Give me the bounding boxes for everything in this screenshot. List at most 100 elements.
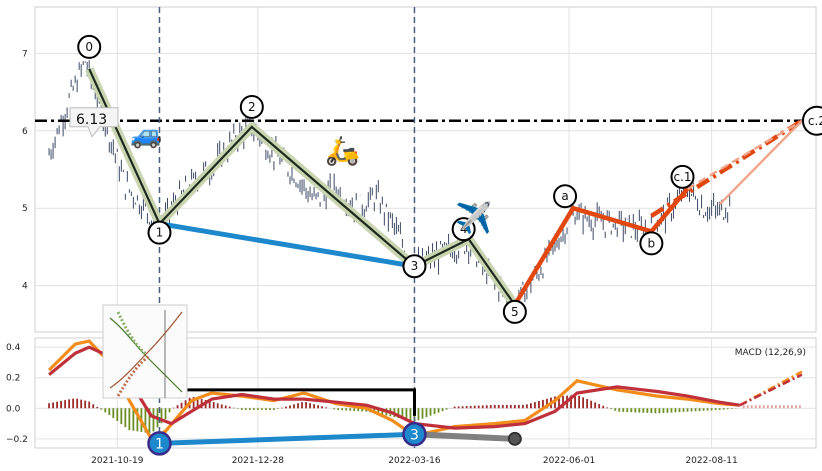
histogram-bar bbox=[437, 408, 440, 413]
histogram-bar bbox=[196, 398, 199, 409]
histogram-bar bbox=[638, 408, 641, 413]
histogram-bar bbox=[497, 404, 500, 409]
histogram-bar bbox=[116, 408, 119, 422]
impulse-wave bbox=[88, 68, 516, 306]
histogram-bar bbox=[76, 398, 79, 409]
wave-label-marker: 5 bbox=[502, 299, 527, 324]
histogram-bar bbox=[562, 395, 564, 409]
wave-label-text: c.2 bbox=[808, 114, 822, 128]
histogram-bar bbox=[706, 408, 709, 411]
histogram-bar bbox=[192, 397, 195, 409]
histogram-bar bbox=[722, 408, 725, 410]
histogram-bar bbox=[509, 404, 512, 409]
histogram-bar bbox=[64, 400, 67, 409]
macd-ytick-label: −0.2 bbox=[6, 435, 28, 445]
macd-ytick-label: 0.0 bbox=[6, 404, 21, 414]
histogram-bar-projected bbox=[770, 405, 773, 409]
wave-label-circle bbox=[801, 105, 822, 136]
histogram-bar bbox=[670, 408, 673, 413]
histogram-bar bbox=[678, 408, 681, 413]
wave-label-text: c.1 bbox=[673, 170, 691, 184]
histogram-bar bbox=[714, 408, 717, 411]
histogram-bar bbox=[538, 400, 540, 409]
histogram-bar bbox=[710, 408, 713, 411]
histogram-bar bbox=[176, 405, 179, 409]
histogram-bar bbox=[256, 408, 259, 410]
histogram-bar bbox=[321, 406, 324, 409]
macd-gray-point bbox=[507, 431, 522, 446]
histogram-bar bbox=[52, 402, 54, 409]
histogram-bar-projected bbox=[742, 405, 745, 409]
histogram-bar bbox=[401, 408, 404, 419]
histogram-bar bbox=[377, 408, 380, 414]
histogram-bar bbox=[421, 408, 424, 419]
macd-point-circle bbox=[402, 422, 427, 447]
wave-label-text: 1 bbox=[156, 226, 164, 240]
macd-gray-segment bbox=[414, 431, 515, 442]
histogram-bar bbox=[546, 398, 548, 409]
histogram-bar bbox=[598, 404, 601, 409]
histogram-bar bbox=[473, 405, 476, 409]
histogram-bar bbox=[634, 408, 637, 413]
macd-connector bbox=[159, 388, 416, 416]
histogram-bar-projected bbox=[799, 405, 801, 409]
histogram-bar bbox=[686, 408, 689, 412]
wave-label-text: 0 bbox=[85, 40, 93, 54]
macd-point-marker: 3 bbox=[402, 422, 427, 447]
histogram-bar bbox=[469, 405, 472, 409]
histogram-bar bbox=[501, 404, 504, 409]
histogram-bar bbox=[441, 408, 444, 412]
histogram-bar bbox=[313, 404, 315, 409]
histogram-bar bbox=[212, 402, 215, 409]
histogram-bar-projected bbox=[746, 405, 749, 409]
wave-label-text: a bbox=[561, 189, 568, 203]
histogram-bar bbox=[341, 408, 344, 411]
histogram-bar bbox=[281, 407, 283, 409]
histogram-bar bbox=[277, 408, 279, 409]
histogram-bar bbox=[586, 399, 589, 409]
wave-label-marker: b bbox=[639, 231, 664, 256]
wave-label-marker: 1 bbox=[147, 220, 172, 245]
xtick-label: 2022-08-11 bbox=[685, 456, 737, 466]
histogram-bar bbox=[293, 404, 295, 409]
histogram-bar bbox=[461, 406, 464, 409]
histogram-bar-projected bbox=[795, 405, 797, 409]
histogram-bar-projected bbox=[774, 405, 777, 409]
histogram-bar bbox=[702, 408, 705, 411]
histogram-bar bbox=[48, 403, 50, 409]
histogram-bar bbox=[361, 408, 364, 412]
histogram-bar bbox=[92, 404, 95, 409]
histogram-bar bbox=[337, 408, 340, 411]
histogram-bar bbox=[244, 408, 247, 410]
histogram-bar bbox=[525, 404, 528, 409]
scooter-icon: 🛵 bbox=[325, 134, 360, 167]
macd-point-marker: 1 bbox=[147, 431, 172, 456]
price-ytick-label: 7 bbox=[22, 49, 28, 59]
xtick-label: 2022-06-01 bbox=[543, 456, 595, 466]
histogram-bar bbox=[345, 408, 348, 411]
macd-trendline-1-3 bbox=[159, 431, 415, 446]
hline-value-callout: 6.13 bbox=[69, 107, 119, 138]
histogram-bar bbox=[445, 408, 448, 410]
histogram-bar bbox=[88, 401, 91, 409]
histogram-bar bbox=[397, 408, 400, 419]
wave-label-circle bbox=[402, 254, 427, 279]
histogram-bar bbox=[505, 404, 508, 409]
inset-thumbnail-image bbox=[102, 304, 188, 399]
histogram-bar bbox=[698, 408, 701, 412]
histogram-bar bbox=[594, 402, 597, 409]
histogram-bar bbox=[558, 396, 560, 409]
projection-upper bbox=[686, 119, 803, 190]
wave-label-marker: a bbox=[553, 184, 578, 209]
histogram-bar bbox=[164, 408, 167, 420]
histogram-bar bbox=[84, 400, 87, 409]
histogram-bar bbox=[252, 408, 255, 410]
histogram-bar bbox=[465, 406, 468, 409]
histogram-bar bbox=[357, 408, 360, 412]
histogram-bar bbox=[606, 407, 609, 409]
histogram-bar bbox=[517, 404, 520, 409]
macd-ytick-label: 0.2 bbox=[6, 374, 20, 384]
histogram-bar bbox=[240, 408, 243, 410]
wave-label-text: 4 bbox=[460, 222, 468, 236]
histogram-bar bbox=[152, 408, 155, 432]
